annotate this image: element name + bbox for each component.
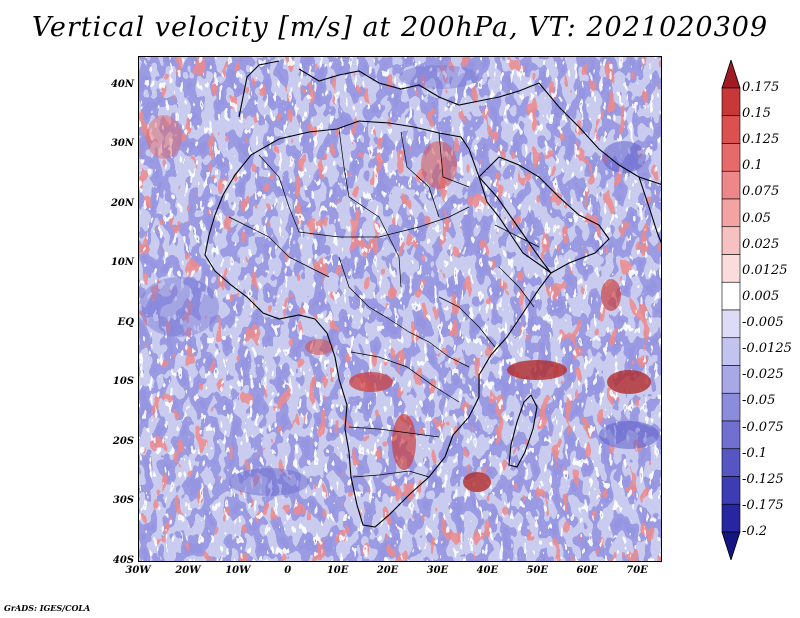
colorbar-label: 0.0125: [742, 262, 788, 278]
grads-credit: GrADS: IGES/COLA: [4, 603, 91, 613]
lon-tick-label: 70E: [626, 565, 648, 576]
colorbar-bottom-arrow: [721, 531, 741, 560]
colorbar-label: 0.175: [742, 80, 780, 95]
colorbar-segment: [721, 365, 741, 394]
colorbar-segment: [721, 115, 741, 144]
colorbar-label: -0.2: [742, 524, 768, 539]
lon-tick-label: 40E: [476, 565, 499, 576]
coastlines: [204, 60, 661, 528]
lat-tick-label: 40S: [112, 555, 134, 566]
colorbar-label: -0.125: [742, 471, 784, 487]
map-panel: [138, 56, 662, 562]
lon-tick-label: 0: [284, 565, 292, 576]
country-borders: [228, 128, 540, 478]
lon-tick-label: 20E: [376, 565, 399, 576]
lat-tick-label: 30N: [110, 138, 134, 150]
colorbar-label: 0.125: [742, 132, 780, 148]
lat-tick-label: 40N: [110, 78, 134, 90]
chart-title: Vertical velocity [m/s] at 200hPa, VT: 2…: [31, 12, 769, 43]
colorbar-label: -0.005: [742, 315, 784, 331]
colorbar-segment: [721, 337, 741, 366]
colorbar-segment: [721, 198, 741, 228]
colorbar: 0.175 0.15 0.125 0.1 0.075 0.05 0.025 0.0125 0.0…: [720, 60, 800, 560]
colorbar-label: 0.05: [742, 210, 771, 226]
colorbar-label: 0.075: [742, 184, 780, 200]
colorbar-segment: [721, 476, 741, 505]
colorbar-segment: [721, 392, 741, 422]
colorbar-label: -0.0125: [742, 341, 792, 357]
lat-tick-label: 10N: [110, 257, 134, 269]
colorbar-label: -0.025: [742, 367, 784, 383]
lat-tick-label: 20N: [110, 197, 134, 209]
lon-tick-label: 60E: [576, 565, 598, 576]
colorbar-label: -0.075: [742, 419, 784, 435]
colorbar-segment: [721, 281, 741, 311]
lon-tick-label: 10W: [225, 565, 251, 576]
colorbar-top-arrow: [721, 60, 741, 89]
colorbar-segment: [721, 448, 741, 477]
colorbar-segment: [721, 309, 741, 339]
colorbar-segment: [721, 503, 741, 533]
lat-tick-label: EQ: [117, 316, 134, 328]
colorbar-segment: [721, 420, 741, 450]
colorbar-segment: [721, 254, 741, 283]
colorbar-label: 0.025: [742, 236, 780, 252]
colorbar-label: -0.05: [742, 393, 776, 409]
lon-tick-label: 30E: [426, 565, 449, 576]
lon-tick-label: 10E: [326, 565, 349, 576]
lat-tick-label: 20S: [112, 435, 134, 447]
lon-tick-label: 30W: [125, 565, 151, 576]
colorbar-label: 0.1: [742, 158, 763, 174]
colorbar-label: 0.15: [742, 106, 771, 122]
velocity-field-map: [139, 57, 661, 561]
lat-tick-label: 30S: [112, 495, 134, 507]
strong-ascent-patches: [146, 115, 651, 492]
colorbar-scale: [721, 60, 741, 560]
colorbar-segment: [721, 143, 741, 172]
colorbar-segment: [721, 87, 741, 117]
lon-tick-label: 50E: [526, 565, 548, 576]
colorbar-segment: [721, 226, 741, 255]
strong-descent-patches: [139, 65, 659, 496]
lat-tick-label: 10S: [112, 376, 134, 388]
colorbar-label: -0.175: [742, 497, 784, 513]
colorbar-label: -0.1: [742, 445, 768, 461]
field-neutral-texture: [139, 57, 661, 561]
colorbar-segment: [721, 170, 741, 200]
colorbar-label: 0.005: [742, 288, 780, 304]
lon-tick-label: 20W: [175, 565, 201, 576]
